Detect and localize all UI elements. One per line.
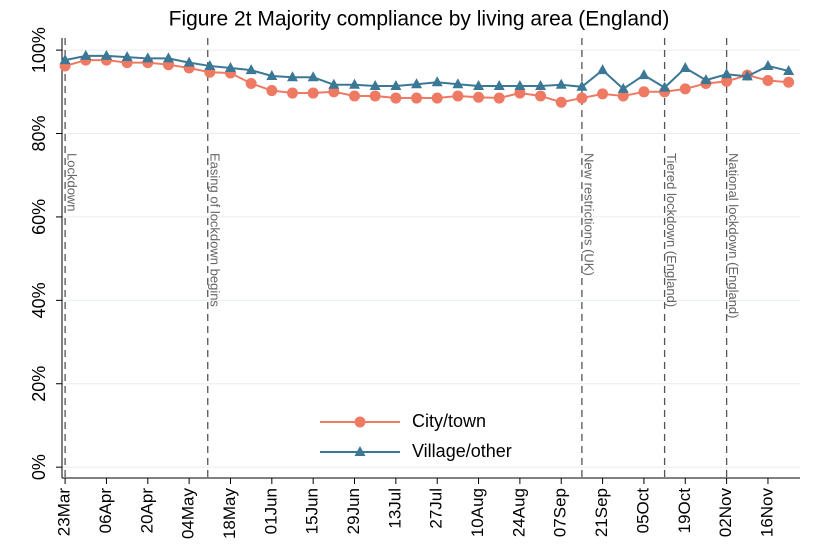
legend-marker (354, 446, 366, 456)
point-marker (349, 90, 361, 102)
annotation-label: National lockdown (England) (726, 153, 741, 318)
point-marker (721, 75, 733, 87)
point-marker (576, 92, 588, 104)
point-marker (576, 80, 588, 91)
point-marker (162, 52, 174, 63)
point-marker (307, 71, 319, 82)
point-marker (183, 56, 195, 67)
series-line (64, 54, 789, 91)
annotation-label: Easing of lockdown begins (207, 153, 222, 307)
x-tick-label: 05Oct (633, 488, 652, 534)
x-tick-label: 13Jul (385, 488, 404, 529)
point-marker (741, 70, 753, 81)
point-marker (597, 64, 609, 75)
point-marker (369, 79, 381, 90)
point-marker (535, 79, 547, 90)
point-marker (100, 49, 112, 60)
point-marker (597, 88, 609, 100)
annotation-label: New restrictions (UK) (581, 153, 596, 276)
x-tick-label: 18May (220, 488, 239, 540)
x-tick-label: 19Oct (675, 488, 694, 534)
x-tick-label: 24Aug (509, 488, 528, 537)
point-marker (617, 82, 629, 93)
point-marker (783, 76, 795, 88)
point-marker (783, 64, 795, 75)
x-tick-label: 16Nov (757, 488, 776, 538)
y-tick-label: 40% (29, 282, 49, 318)
point-marker (514, 79, 526, 90)
point-marker (617, 90, 629, 102)
point-marker (328, 86, 340, 98)
x-tick-label: 02Nov (716, 488, 735, 538)
x-tick-label: 10Aug (468, 488, 487, 537)
point-marker (638, 86, 650, 98)
point-marker (390, 79, 402, 90)
chart-title: Figure 2t Majority compliance by living … (169, 8, 670, 31)
point-marker (431, 76, 443, 87)
point-marker (555, 78, 567, 89)
x-tick-label: 21Sep (592, 488, 611, 537)
point-marker (245, 64, 257, 75)
y-tick-label: 60% (29, 199, 49, 235)
point-marker (473, 79, 485, 90)
x-tick-label: 27Jul (427, 488, 446, 529)
point-marker (679, 62, 691, 73)
point-marker (721, 68, 733, 79)
x-tick-label: 01Jun (261, 488, 280, 534)
x-tick-label: 23Mar (55, 488, 74, 537)
point-marker (762, 75, 774, 87)
point-marker (245, 77, 257, 89)
x-tick-label: 06Apr (96, 488, 115, 534)
point-marker (493, 79, 505, 90)
legend-label: Village/other (412, 441, 512, 461)
point-marker (411, 92, 423, 104)
y-tick-label: 80% (29, 115, 49, 151)
point-marker (142, 52, 154, 63)
point-marker (307, 87, 319, 99)
point-marker (349, 78, 361, 89)
point-marker (328, 78, 340, 89)
point-marker (431, 92, 443, 104)
legend-label: City/town (412, 411, 486, 431)
point-marker (762, 59, 774, 70)
y-tick-label: 20% (29, 366, 49, 402)
point-marker (473, 91, 485, 103)
annotation-label: Tiered lockdown (England) (664, 153, 679, 307)
point-marker (266, 85, 278, 97)
point-marker (700, 74, 712, 85)
annotation-label: Lockdown (65, 153, 80, 212)
point-marker (659, 81, 671, 92)
point-marker (514, 87, 526, 99)
x-tick-label: 07Sep (551, 488, 570, 537)
point-marker (59, 54, 71, 65)
point-marker (286, 87, 298, 99)
point-marker (555, 96, 567, 108)
point-marker (638, 69, 650, 80)
point-marker (286, 71, 298, 82)
legend-marker (354, 416, 366, 428)
point-marker (535, 90, 547, 102)
point-marker (266, 69, 278, 80)
x-tick-label: 29Jun (344, 488, 363, 534)
point-marker (204, 59, 216, 70)
point-marker (452, 78, 464, 89)
x-tick-label: 20Apr (137, 488, 156, 534)
point-marker (224, 62, 236, 73)
point-marker (493, 92, 505, 104)
point-marker (390, 92, 402, 104)
point-marker (80, 49, 92, 60)
y-tick-label: 100% (29, 27, 49, 73)
point-marker (452, 90, 464, 102)
point-marker (411, 78, 423, 89)
point-marker (679, 83, 691, 95)
y-tick-label: 0% (29, 454, 49, 480)
point-marker (369, 90, 381, 102)
point-marker (121, 51, 133, 62)
x-tick-label: 15Jun (303, 488, 322, 534)
x-tick-label: 04May (179, 488, 198, 540)
